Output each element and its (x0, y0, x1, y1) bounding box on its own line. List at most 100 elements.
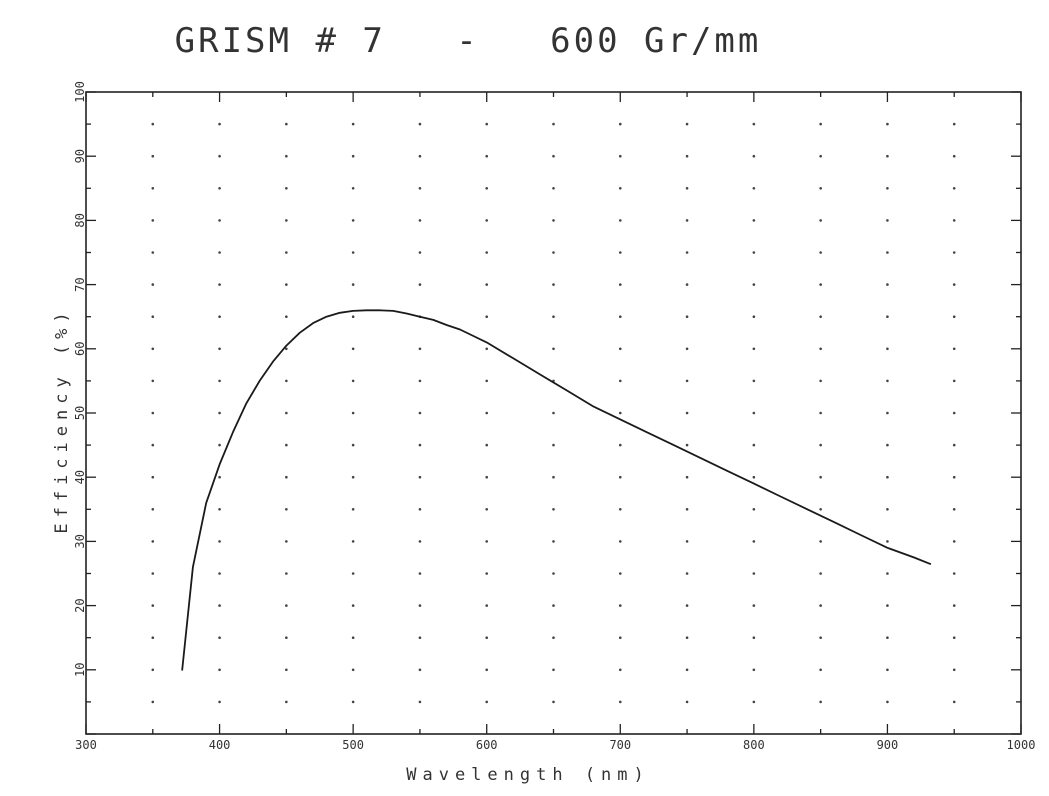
grid-dot (952, 122, 956, 126)
grid-dot (752, 700, 756, 704)
grid-dot (685, 154, 689, 158)
x-tick-label: 500 (342, 738, 364, 752)
grid-dot (886, 572, 889, 575)
grid-dot (351, 443, 355, 447)
grid-dot (151, 443, 155, 447)
grid-dot (218, 475, 221, 479)
grid-dot (351, 122, 355, 126)
grid-dot (418, 572, 422, 575)
grid-dot (552, 122, 555, 126)
grid-dot (552, 154, 555, 158)
grid-dot (618, 315, 622, 319)
grid-dot (752, 475, 756, 479)
grid-dot (685, 251, 689, 254)
grid-dot (886, 411, 889, 415)
grid-dot (685, 636, 689, 639)
grid-dot (351, 636, 355, 639)
grid-dot (285, 379, 288, 383)
grid-dot (618, 187, 622, 190)
grid-dot (351, 379, 355, 383)
grid-dot (285, 540, 288, 543)
grid-dot (886, 540, 889, 543)
grid-dot (218, 187, 221, 190)
grid-dot (218, 443, 221, 447)
grid-dot (485, 411, 489, 415)
grid-dot (351, 540, 355, 543)
grid-dot (752, 251, 756, 254)
grid-dot (151, 315, 155, 319)
grid-dot (952, 219, 956, 222)
grid-dot (351, 251, 355, 254)
y-tick-label: 90 (73, 149, 87, 163)
grid-dot (886, 508, 889, 511)
grid-dot (418, 187, 422, 190)
grid-dot (485, 219, 489, 222)
grid-dot (485, 604, 489, 607)
grid-dot (351, 154, 355, 158)
grid-dot (752, 122, 756, 126)
grid-dot (886, 604, 889, 607)
y-tick-label: 80 (73, 213, 87, 227)
grid-dot (351, 508, 355, 511)
x-tick-label: 700 (609, 738, 631, 752)
x-tick-label: 900 (877, 738, 899, 752)
grid-dot (952, 379, 956, 383)
grid-dot (952, 475, 956, 479)
grid-dot (552, 540, 555, 543)
grid-dot (886, 347, 889, 351)
grid-dot (819, 315, 822, 319)
grid-dot (285, 604, 288, 607)
grid-dot (285, 283, 288, 286)
grid-dot (218, 508, 221, 511)
grid-dot (952, 668, 956, 672)
grid-dot (285, 475, 288, 479)
y-tick-label: 30 (73, 534, 87, 548)
x-tick-label: 600 (476, 738, 498, 752)
y-tick-labels: 10 20 30 40 50 60 70 80 90 100 (73, 81, 87, 677)
grid-dot (418, 379, 422, 383)
grid-dot (886, 379, 889, 383)
grid-dot (752, 379, 756, 383)
grid-dot (618, 540, 622, 543)
tick-marks (85, 91, 1022, 735)
series-layer (181, 309, 932, 671)
grid-dot (485, 379, 489, 383)
grid-dot (218, 122, 221, 126)
grid-dot (285, 219, 288, 222)
grid-dot (618, 122, 622, 126)
grid-dot (886, 443, 889, 447)
grid-dot (285, 508, 288, 511)
grid-dot (752, 540, 756, 543)
x-tick-label: 300 (75, 738, 97, 752)
grid-dot (819, 122, 822, 126)
grid-dot (618, 700, 622, 704)
grid-dot (618, 154, 622, 158)
y-tick-label: 50 (73, 406, 87, 420)
grid-dot (886, 219, 889, 222)
grid-dot (685, 443, 689, 447)
grid-dot (351, 572, 355, 575)
grid-dot (552, 700, 555, 704)
grid-dot (886, 315, 889, 319)
grid-dot (485, 154, 489, 158)
x-tick-label: 1000 (1007, 738, 1036, 752)
grid-dot (685, 668, 689, 672)
grid-dot (218, 379, 221, 383)
grid-dot (151, 219, 155, 222)
grid-dot (351, 411, 355, 415)
grid-dot (685, 122, 689, 126)
grid-dot (552, 219, 555, 222)
grid-dot (819, 475, 822, 479)
grid-dot (485, 508, 489, 511)
grid-dot (285, 411, 288, 415)
grid-dot (886, 283, 889, 286)
grid-dot (952, 604, 956, 607)
grid-dot (151, 475, 155, 479)
grid-dot (418, 636, 422, 639)
grid-dot (485, 315, 489, 319)
grid-dot (819, 443, 822, 447)
grid-dot (218, 411, 221, 415)
grid-dot (351, 347, 355, 351)
grid-dot (685, 475, 689, 479)
grid-dot (952, 411, 956, 415)
